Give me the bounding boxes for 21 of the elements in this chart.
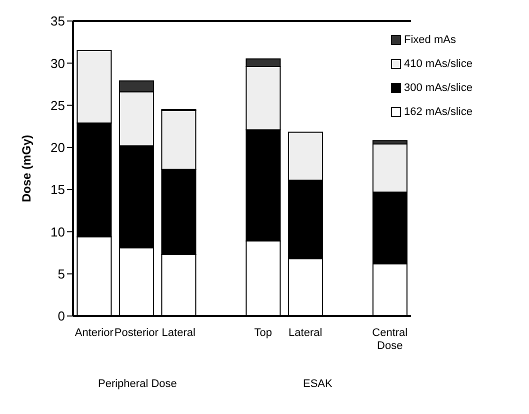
text: ESAK (303, 378, 332, 390)
y-tick-label: 25 (50, 98, 65, 113)
y-tick-label: 10 (50, 224, 65, 240)
legend-label: 300 mAs/slice (404, 82, 472, 94)
y-tick-label: 15 (50, 182, 65, 198)
legend-label: 410 mAs/slice (404, 58, 472, 70)
y-tick-label: 30 (50, 56, 65, 71)
y-tick-label: 20 (50, 140, 65, 156)
x-tick-label: Posterior (114, 327, 159, 339)
y-tick-label: 0 (58, 308, 65, 324)
text: Peripheral Dose (98, 378, 177, 390)
x-tick-label: Central Dose (372, 327, 408, 352)
x-tick-label: Lateral (162, 327, 196, 339)
y-tick-label: 5 (58, 266, 65, 282)
legend-label: Fixed mAs (404, 34, 456, 46)
x-tick-label: Anterior (74, 327, 114, 339)
x-tick-label: Lateral (288, 327, 322, 339)
legend-label: 162 mAs/slice (404, 106, 472, 118)
y-tick-label: 35 (50, 14, 65, 29)
y-axis-title: Dose (mGy) (19, 134, 34, 202)
x-tick-label: Top (254, 327, 272, 339)
